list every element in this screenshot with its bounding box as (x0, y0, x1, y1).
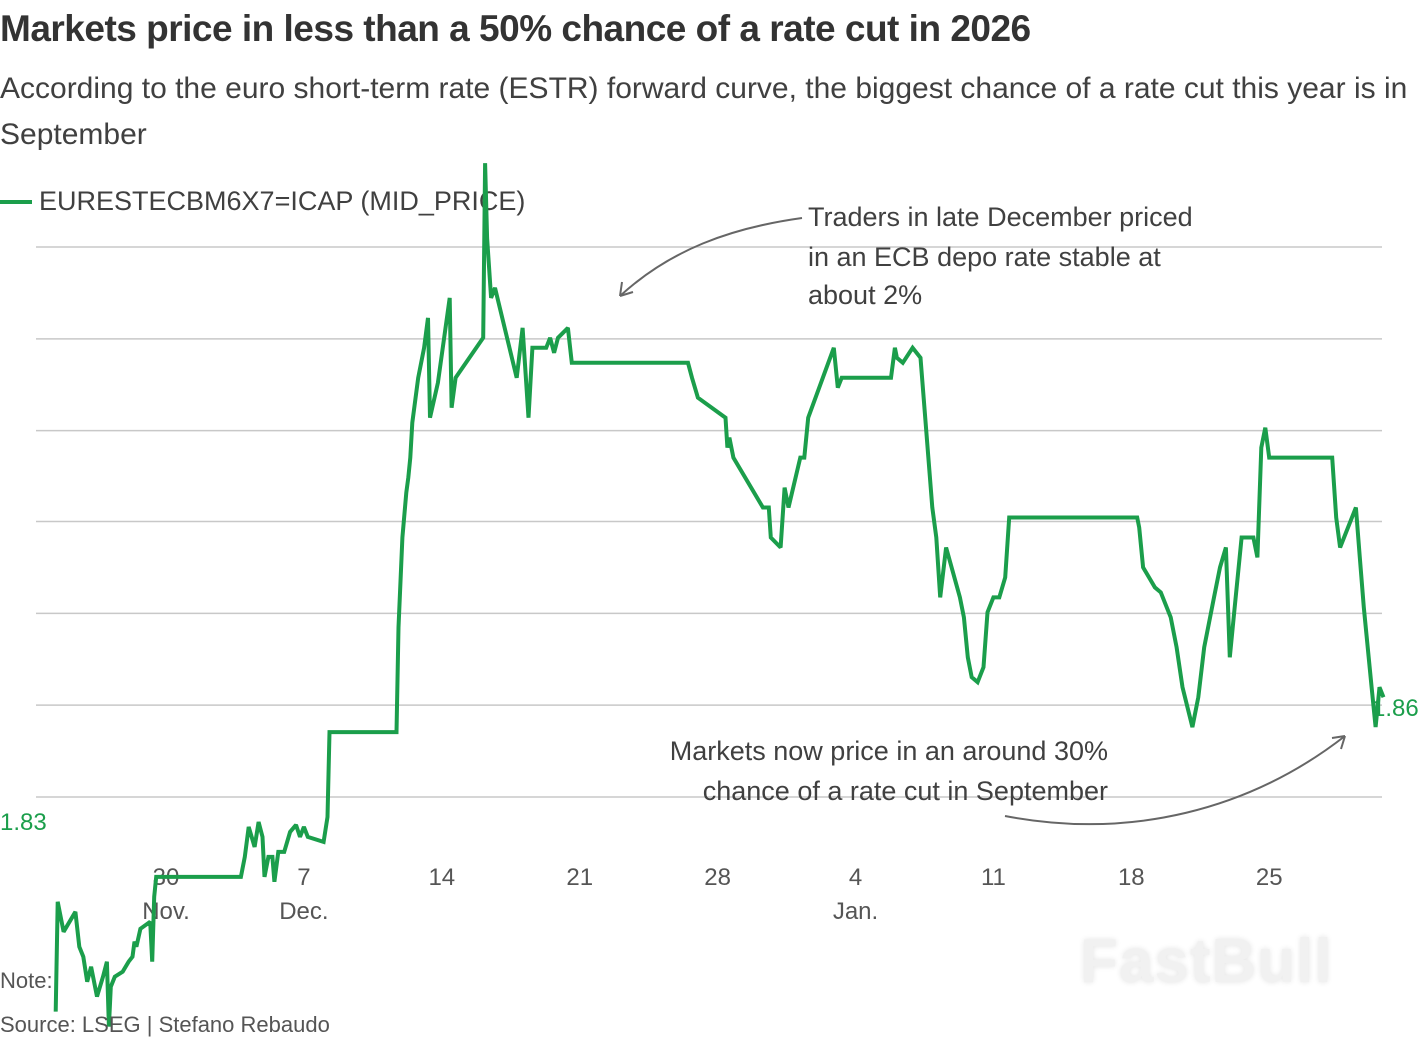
chart-subtitle: According to the euro short-term rate (E… (0, 72, 1408, 151)
footnote-note: Note: (0, 968, 53, 993)
x-tick-month-label: Nov. (142, 898, 190, 925)
annotations: Traders in late December priced in an EC… (619, 202, 1346, 826)
annotation-bottom-arrow (1004, 735, 1346, 826)
start-value-label: 1.83 (0, 809, 47, 836)
chart-title: Markets price in less than a 50% chance … (0, 8, 1031, 49)
x-tick-label: 21 (566, 864, 593, 891)
legend-swatch (0, 199, 32, 204)
annotation-bottom-arrowhead (1331, 735, 1346, 750)
annotation-top-line-3: about 2% (808, 280, 922, 310)
annotation-top-arrowhead (619, 281, 634, 297)
x-tick-label: 4 (849, 864, 862, 891)
watermark-logo: FastBull (1080, 927, 1333, 996)
series-layer (53, 163, 1386, 1027)
x-tick-label: 14 (428, 864, 455, 891)
footnote-source: Source: LSEG | Stefano Rebaudo (0, 1012, 330, 1037)
legend: EURESTECBM6X7=ICAP (MID_PRICE) (0, 186, 525, 217)
annotation-top-line-1: Traders in late December priced (808, 202, 1193, 232)
x-tick-month-label: Jan. (833, 898, 878, 925)
x-tick-label: 7 (297, 864, 310, 891)
annotation-top-line-2: in an ECB depo rate stable at (808, 242, 1161, 272)
annotation-bottom-line-1: Markets now price in an around 30% (670, 736, 1108, 766)
annotation-top-arrow (619, 217, 803, 297)
x-tick-label: 28 (704, 864, 731, 891)
legend-label: EURESTECBM6X7=ICAP (MID_PRICE) (39, 186, 526, 216)
series-line (53, 163, 1386, 1027)
end-value-label: 1.86 (1372, 695, 1419, 722)
x-tick-label: 11 (981, 864, 1006, 891)
x-tick-month-label: Dec. (279, 898, 328, 925)
gridlines (36, 246, 1382, 798)
annotation-bottom-line-2: chance of a rate cut in September (703, 776, 1108, 806)
x-tick-label: 25 (1256, 864, 1283, 891)
x-tick-label: 18 (1118, 864, 1145, 891)
